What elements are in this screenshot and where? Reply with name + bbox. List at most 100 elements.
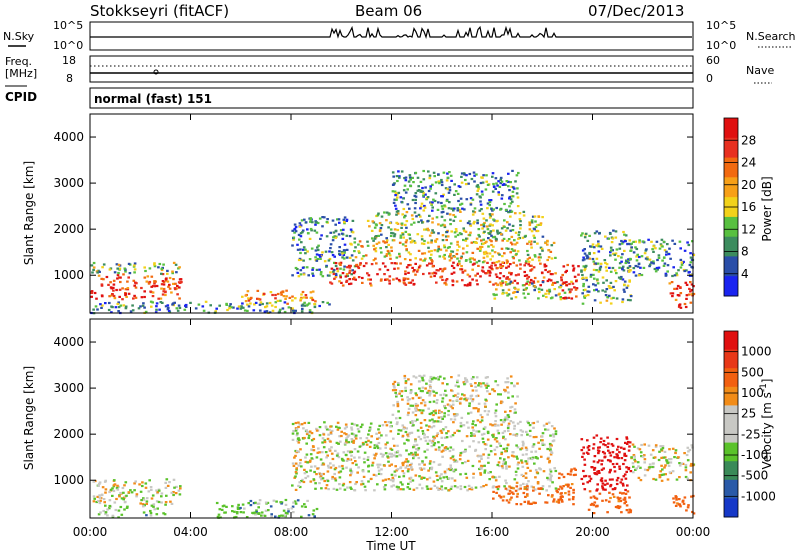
heatmap-cell xyxy=(408,431,412,435)
heatmap-cell xyxy=(458,262,461,265)
heatmap-cell xyxy=(476,394,480,397)
heatmap-cell xyxy=(96,308,99,311)
heatmap-cell xyxy=(544,292,547,295)
heatmap-cell xyxy=(593,232,597,235)
heatmap-cell xyxy=(384,421,387,424)
heatmap-cell xyxy=(580,477,584,481)
heatmap-cell xyxy=(617,500,621,503)
heatmap-cell xyxy=(313,229,317,232)
heatmap-cell xyxy=(254,501,257,504)
heatmap-cell xyxy=(495,288,498,291)
heatmap-cell xyxy=(412,488,416,491)
heatmap-cell xyxy=(292,236,296,239)
x-tick-label: 00:00 xyxy=(676,525,711,539)
heatmap-cell xyxy=(228,307,231,310)
heatmap-cell xyxy=(503,202,506,206)
heatmap-cell xyxy=(318,451,321,454)
heatmap-cell xyxy=(684,466,688,469)
heatmap-cell xyxy=(444,389,447,392)
heatmap-cell xyxy=(239,511,243,514)
heatmap-cell xyxy=(629,249,633,252)
heatmap-cell xyxy=(323,479,326,483)
heatmap-cell xyxy=(538,447,541,450)
heatmap-cell xyxy=(452,458,456,461)
heatmap-cell xyxy=(436,208,440,211)
heatmap-cell xyxy=(240,305,243,308)
heatmap-cell xyxy=(383,273,386,276)
heatmap-cell xyxy=(460,181,464,184)
heatmap-cell xyxy=(472,222,475,225)
heatmap-cell xyxy=(584,265,587,269)
heatmap-cell xyxy=(374,474,378,477)
heatmap-cell xyxy=(357,250,360,253)
heatmap-cell xyxy=(488,199,491,202)
heatmap-cell xyxy=(483,443,487,446)
heatmap-cell xyxy=(395,262,398,265)
heatmap-cell xyxy=(623,473,627,476)
heatmap-cell xyxy=(323,260,327,263)
heatmap-cell xyxy=(422,192,425,195)
heatmap-cell xyxy=(506,381,510,384)
heatmap-cell xyxy=(487,237,490,240)
heatmap-cell xyxy=(378,436,381,439)
heatmap-cell xyxy=(466,221,470,225)
heatmap-cell xyxy=(325,428,329,431)
heatmap-cell xyxy=(354,434,358,437)
heatmap-cell xyxy=(431,221,434,224)
heatmap-cell xyxy=(285,289,288,292)
heatmap-cell xyxy=(448,399,452,402)
heatmap-cell xyxy=(170,491,174,494)
heatmap-cell xyxy=(295,434,299,437)
heatmap-cell xyxy=(620,478,624,481)
heatmap-cell xyxy=(390,448,394,451)
heatmap-cell xyxy=(411,217,415,221)
heatmap-cell xyxy=(142,511,146,514)
heatmap-cell xyxy=(561,500,564,503)
heatmap-cell xyxy=(601,459,604,462)
heatmap-cell xyxy=(417,435,421,438)
y-tick-label: 4000 xyxy=(53,335,84,349)
heatmap-cell xyxy=(362,255,365,258)
heatmap-cell xyxy=(455,280,459,283)
heatmap-cell xyxy=(552,498,556,501)
heatmap-cell xyxy=(503,418,507,421)
heatmap-cell xyxy=(345,466,348,469)
heatmap-cell xyxy=(545,489,548,492)
heatmap-cell xyxy=(357,276,361,279)
heatmap-cell xyxy=(624,500,628,503)
heatmap-cell xyxy=(548,290,552,293)
heatmap-cell xyxy=(453,431,456,434)
heatmap-cell xyxy=(477,402,481,405)
heatmap-cell xyxy=(473,262,476,265)
heatmap-cell xyxy=(489,230,493,233)
heatmap-cell xyxy=(104,302,107,305)
heatmap-cell xyxy=(270,513,273,516)
heatmap-cell xyxy=(627,449,631,452)
heatmap-cell xyxy=(685,269,688,272)
heatmap-cell xyxy=(486,431,490,435)
heatmap-cell xyxy=(446,212,449,215)
heatmap-cell xyxy=(301,303,305,306)
heatmap-cell xyxy=(367,274,371,277)
heatmap-cell xyxy=(633,458,636,461)
heatmap-cell xyxy=(428,272,431,275)
heatmap-cell xyxy=(611,493,615,496)
heatmap-cell xyxy=(154,311,158,314)
heatmap-cell xyxy=(424,228,428,231)
heatmap-cell xyxy=(430,445,434,448)
heatmap-cell xyxy=(620,256,623,259)
heatmap-cell xyxy=(402,197,405,200)
heatmap-cell xyxy=(447,207,451,210)
heatmap-cell xyxy=(313,515,316,518)
heatmap-cell xyxy=(583,236,587,239)
heatmap-cell xyxy=(165,277,168,280)
heatmap-cell xyxy=(360,480,364,483)
heatmap-cell xyxy=(398,176,401,179)
heatmap-cell xyxy=(453,479,457,482)
heatmap-cell xyxy=(657,256,661,259)
heatmap-cell xyxy=(341,284,345,287)
heatmap-cell xyxy=(332,270,335,273)
heatmap-cell xyxy=(459,473,462,476)
heatmap-cell xyxy=(440,450,444,453)
heatmap-cell xyxy=(444,487,447,490)
